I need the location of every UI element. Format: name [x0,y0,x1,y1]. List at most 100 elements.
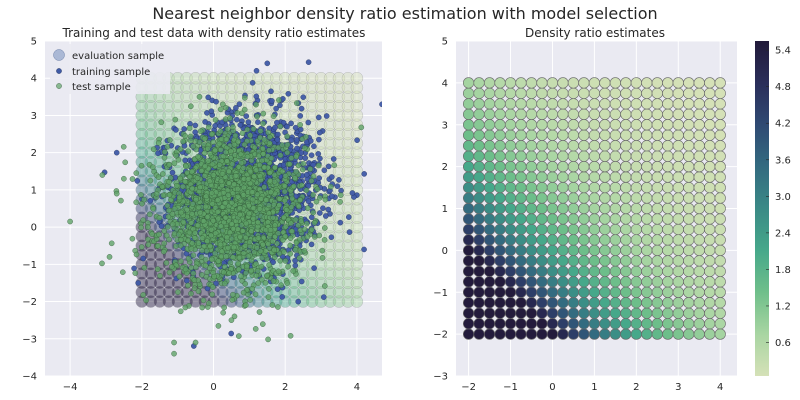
sample-point [199,235,206,241]
ratio-point [609,213,621,225]
sample-point [323,113,330,119]
sample-point [265,294,272,300]
evaluation-point [350,109,364,122]
ratio-point [536,140,548,152]
sample-point [224,158,230,164]
sample-point [138,244,145,250]
sample-point [294,137,300,143]
ratio-point [525,87,538,99]
evaluation-point [216,71,229,85]
ratio-point [462,213,475,225]
ratio-point [609,265,621,277]
ratio-point [536,213,548,225]
sample-point [298,218,304,225]
sample-point [232,132,239,139]
sample-point [177,242,184,249]
sample-point [304,234,311,240]
ratio-point [525,119,538,131]
ratio-point [473,150,485,162]
ratio-point [588,108,601,120]
evaluation-point [162,276,175,290]
evaluation-point [341,174,355,187]
sample-point [289,195,295,202]
ratio-point [494,244,506,256]
ratio-point [494,255,506,267]
ratio-point [557,192,569,204]
evaluation-point [287,81,301,94]
sample-point [209,201,216,207]
ratio-point [557,140,569,152]
evaluation-point [323,248,337,262]
evaluation-point [332,137,346,150]
sample-point [207,243,213,250]
sample-point [311,143,317,150]
ratio-point [651,87,663,99]
sample-point [282,173,289,179]
sample-point [277,257,284,264]
sample-point [225,203,232,210]
evaluation-point [341,258,355,271]
ratio-point [483,192,496,204]
ratio-point [504,297,517,309]
ratio-point [609,140,621,152]
evaluation-point [305,71,319,85]
sample-point [279,294,285,300]
evaluation-point [135,127,149,141]
ratio-point [494,119,506,131]
sample-point [217,128,224,135]
ratio-point [599,276,611,288]
sample-point [258,263,265,270]
ratio-point [651,223,663,236]
sample-point [190,270,197,277]
sample-point [182,157,188,164]
ratio-point [483,150,496,162]
sample-point [140,292,146,298]
sample-point [178,258,184,265]
ratio-point [536,161,548,173]
sample-point [241,106,248,113]
legend-label-test: test sample [72,82,131,93]
ratio-point [525,108,538,120]
evaluation-point [225,81,238,94]
ratio-point [536,202,548,215]
sample-point [209,291,215,298]
ratio-point [662,234,674,246]
sample-point [186,125,193,131]
ratio-point [567,265,580,277]
evaluation-point [171,295,184,308]
ratio-point [620,223,632,236]
legend: evaluation sample training sample test s… [50,44,170,94]
ratio-point [504,181,517,194]
evaluation-point [153,295,166,308]
sample-point [267,169,273,176]
ratio-point [483,108,496,120]
sample-point [261,164,268,171]
sample-point [171,205,178,212]
ratio-point [483,223,496,236]
ratio-point [620,98,632,110]
sample-point [268,189,274,195]
ratio-point [578,255,590,267]
ratio-point [567,276,580,288]
evaluation-point [314,81,328,94]
sample-point [288,204,295,210]
ratio-point [578,129,590,141]
sample-point [204,248,210,254]
sample-point [189,201,196,207]
sample-point [240,192,247,198]
sample-point [182,178,188,185]
ratio-point [525,318,538,330]
evaluation-point [332,239,346,252]
sample-point [209,256,215,263]
evaluation-point [144,109,158,122]
sample-point [203,193,209,200]
evaluation-point [332,276,346,290]
ratio-point [651,297,663,309]
sample-point [295,222,301,229]
sample-point [248,267,255,274]
ratio-point [651,244,663,256]
sample-point [215,323,222,329]
ratio-point [494,87,506,99]
sample-point [317,210,323,216]
